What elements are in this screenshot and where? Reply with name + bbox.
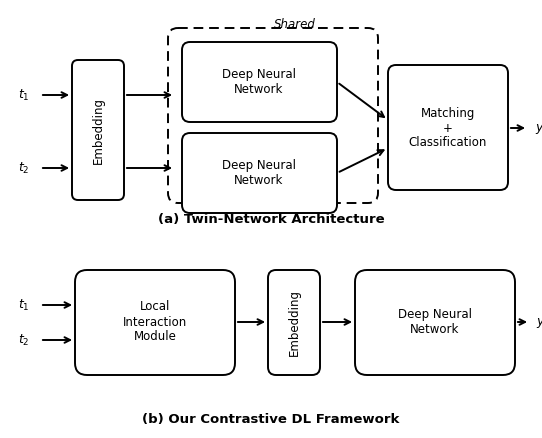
- Text: Matching
+
Classification: Matching + Classification: [409, 106, 487, 149]
- Text: $t_2$: $t_2$: [18, 160, 29, 176]
- Text: $t_1$: $t_1$: [18, 88, 30, 102]
- FancyBboxPatch shape: [75, 270, 235, 375]
- FancyBboxPatch shape: [355, 270, 515, 375]
- Text: y: y: [535, 121, 542, 134]
- FancyBboxPatch shape: [388, 65, 508, 190]
- Text: Local
Interaction
Module: Local Interaction Module: [123, 300, 187, 343]
- Text: $t_2$: $t_2$: [18, 332, 29, 347]
- Text: Embedding: Embedding: [287, 289, 300, 356]
- FancyBboxPatch shape: [72, 60, 124, 200]
- Text: Deep Neural
Network: Deep Neural Network: [222, 159, 296, 187]
- Text: y: y: [536, 315, 542, 328]
- Text: $t_1$: $t_1$: [18, 297, 30, 313]
- Text: Deep Neural
Network: Deep Neural Network: [398, 308, 472, 336]
- FancyBboxPatch shape: [182, 133, 337, 213]
- Text: (b) Our Contrastive DL Framework: (b) Our Contrastive DL Framework: [143, 413, 399, 427]
- FancyBboxPatch shape: [182, 42, 337, 122]
- FancyBboxPatch shape: [268, 270, 320, 375]
- Text: Deep Neural
Network: Deep Neural Network: [222, 68, 296, 96]
- Text: Shared: Shared: [274, 18, 316, 31]
- Text: Embedding: Embedding: [92, 96, 105, 163]
- Text: (a) Twin-Network Architecture: (a) Twin-Network Architecture: [158, 213, 384, 226]
